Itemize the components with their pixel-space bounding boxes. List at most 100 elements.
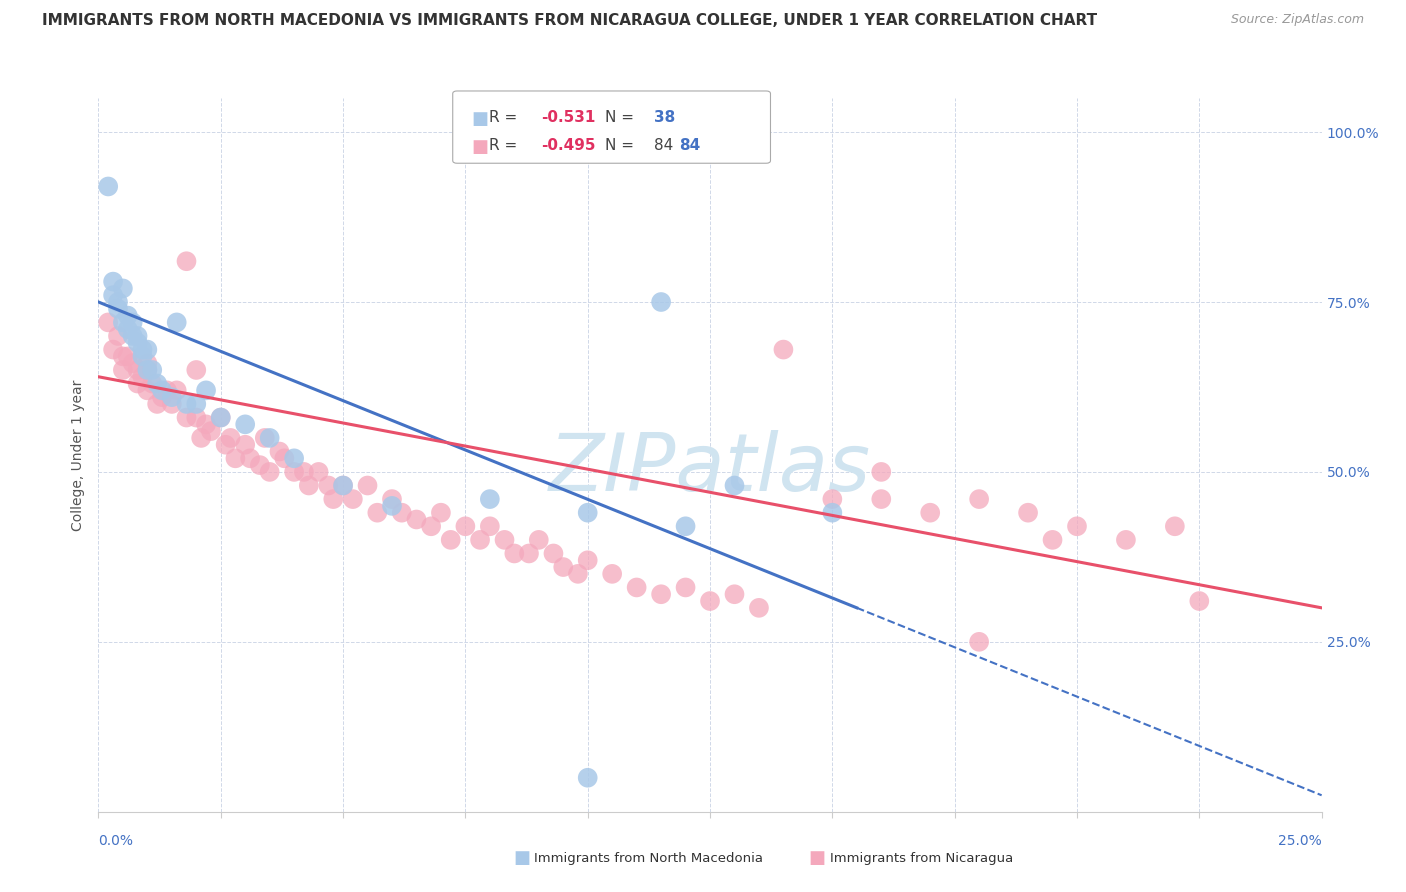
Point <box>131 343 153 357</box>
Point <box>967 492 990 507</box>
Point <box>160 397 183 411</box>
Point <box>567 566 589 581</box>
Point <box>478 519 501 533</box>
Point <box>117 309 139 323</box>
Point <box>870 492 893 507</box>
Point <box>127 376 149 391</box>
Point <box>121 329 143 343</box>
Point <box>723 478 745 492</box>
Text: Immigrants from North Macedonia: Immigrants from North Macedonia <box>534 852 763 864</box>
Point <box>405 512 427 526</box>
Y-axis label: College, Under 1 year: College, Under 1 year <box>72 379 86 531</box>
Point <box>576 771 599 785</box>
Point <box>821 506 844 520</box>
Point <box>209 410 232 425</box>
Point <box>233 417 256 432</box>
Point <box>920 506 942 520</box>
Point <box>141 363 163 377</box>
Point <box>342 492 364 507</box>
Point <box>239 451 262 466</box>
Point <box>1042 533 1064 547</box>
Point <box>127 335 149 350</box>
Point <box>391 506 413 520</box>
Point <box>650 295 672 310</box>
Point <box>150 390 173 404</box>
Point <box>420 519 443 533</box>
Point <box>576 506 599 520</box>
Point <box>121 315 143 329</box>
Point <box>136 356 159 370</box>
Point <box>967 635 990 649</box>
Point <box>209 410 232 425</box>
Text: R =: R = <box>489 138 523 153</box>
Point <box>1188 594 1211 608</box>
Text: -0.495: -0.495 <box>541 138 596 153</box>
Point <box>101 343 124 357</box>
Point <box>870 465 893 479</box>
Text: 0.0%: 0.0% <box>98 834 134 848</box>
Point <box>186 410 208 425</box>
Point <box>127 329 149 343</box>
Point <box>723 587 745 601</box>
Point <box>273 451 295 466</box>
Point <box>269 444 291 458</box>
Point <box>190 431 212 445</box>
Point <box>576 553 599 567</box>
Point <box>117 322 139 336</box>
Point <box>675 519 697 533</box>
Text: N =: N = <box>605 110 638 125</box>
Point <box>503 546 526 560</box>
Point <box>259 431 281 445</box>
Point <box>478 492 501 507</box>
Point <box>283 451 305 466</box>
Text: ■: ■ <box>471 138 488 156</box>
Point <box>101 288 124 302</box>
Text: 38: 38 <box>654 110 675 125</box>
Text: ■: ■ <box>808 849 825 867</box>
Point <box>141 376 163 391</box>
Point <box>176 397 198 411</box>
Point <box>675 581 697 595</box>
Point <box>527 533 550 547</box>
Point <box>146 397 169 411</box>
Point <box>699 594 721 608</box>
Point <box>1066 519 1088 533</box>
Point <box>195 417 218 432</box>
Point <box>626 581 648 595</box>
Point <box>430 506 453 520</box>
Text: 84: 84 <box>654 138 673 153</box>
Point <box>136 363 159 377</box>
Point <box>97 179 120 194</box>
Point <box>195 384 218 398</box>
Point <box>101 275 124 289</box>
Text: 84: 84 <box>679 138 700 153</box>
Point <box>332 478 354 492</box>
Point <box>233 438 256 452</box>
Point <box>166 315 188 329</box>
Point <box>259 465 281 479</box>
Point <box>1115 533 1137 547</box>
Text: -0.531: -0.531 <box>541 110 596 125</box>
Point <box>160 390 183 404</box>
Point <box>136 363 159 377</box>
Point <box>127 363 149 377</box>
Point <box>366 506 388 520</box>
Point <box>748 600 770 615</box>
Point <box>117 350 139 364</box>
Point <box>318 478 340 492</box>
Point <box>283 465 305 479</box>
Point <box>517 546 540 560</box>
Point <box>356 478 378 492</box>
Point <box>111 281 134 295</box>
Point <box>200 424 222 438</box>
Text: 25.0%: 25.0% <box>1278 834 1322 848</box>
Point <box>97 315 120 329</box>
Point <box>214 438 236 452</box>
Point <box>136 384 159 398</box>
Point <box>381 499 404 513</box>
Point <box>298 478 321 492</box>
Point <box>600 566 623 581</box>
Point <box>381 492 404 507</box>
Point <box>440 533 463 547</box>
Point <box>308 465 330 479</box>
